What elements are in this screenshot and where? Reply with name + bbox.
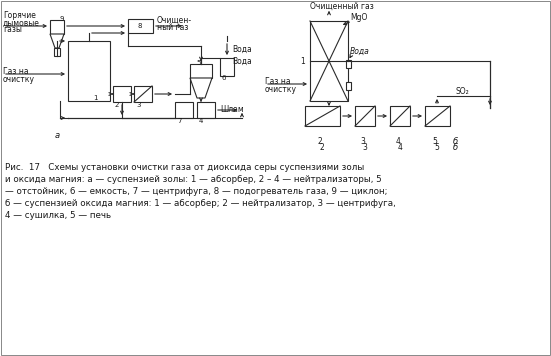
Text: 3: 3 [136,102,141,108]
Text: SO₂: SO₂ [455,87,469,95]
Text: Вода: Вода [232,57,252,66]
Bar [220,58,234,76]
Text: 7: 7 [177,118,181,124]
Text: 3: 3 [360,136,365,146]
Text: 2: 2 [320,143,325,152]
Polygon shape [190,78,212,98]
Text: а: а [55,131,60,141]
Text: 5: 5 [435,143,440,152]
Polygon shape [50,34,64,48]
Bar [0,156,551,356]
Bar [197,102,215,118]
Bar [68,41,110,101]
Bar [346,82,351,90]
Text: 4 — сушилка, 5 — печь: 4 — сушилка, 5 — печь [5,211,111,220]
Bar [355,106,375,126]
Text: 2: 2 [115,102,120,108]
Bar [390,106,410,126]
Text: 8: 8 [138,23,142,29]
Text: MgO: MgO [350,14,368,22]
Text: Вода: Вода [232,44,252,53]
Text: ный газ: ный газ [157,23,188,32]
Text: Шлам: Шлам [220,105,244,115]
Bar [425,106,450,126]
Text: 1: 1 [300,57,305,66]
Text: Вода: Вода [350,47,370,56]
Text: Газ на: Газ на [265,77,290,85]
Text: 4: 4 [199,118,203,124]
Bar [134,86,152,102]
Text: б: б [453,136,458,146]
Bar [310,21,348,101]
Text: 6: 6 [222,75,226,81]
Bar [346,60,351,68]
Text: Рис.  17   Схемы установки очистки газа от диоксида серы суспензиями золы: Рис. 17 Схемы установки очистки газа от … [5,163,364,173]
Text: дымовые: дымовые [3,19,40,27]
Text: Очищен-: Очищен- [157,16,192,25]
Bar [50,20,64,34]
Text: Горячие: Горячие [3,11,36,21]
Text: и оксида магния: а — суспензией золы: 1 — абсорбер, 2 – 4 — нейтрализаторы, 5: и оксида магния: а — суспензией золы: 1 … [5,176,382,184]
Bar [305,106,340,126]
Text: 9: 9 [59,16,63,22]
Text: 1: 1 [93,95,98,101]
Text: очистку: очистку [265,84,297,94]
Text: Газ на: Газ на [3,67,29,75]
Bar [190,64,212,78]
Bar [128,19,153,33]
Text: б: б [453,143,458,152]
Bar [54,48,60,56]
Bar [175,102,193,118]
Text: Очищенный газ: Очищенный газ [310,1,374,10]
Bar [113,86,131,102]
Text: — отстойник, 6 — емкость, 7 — центрифуга, 8 — подогреватель газа, 9 — циклон;: — отстойник, 6 — емкость, 7 — центрифуга… [5,188,387,197]
Text: б — суспензией оксида магния: 1 — абсорбер; 2 — нейтрализатор, 3 — центрифуга,: б — суспензией оксида магния: 1 — абсорб… [5,199,396,209]
Text: 2: 2 [317,136,322,146]
Text: 4: 4 [396,136,401,146]
Text: 4: 4 [398,143,402,152]
Text: 5: 5 [196,60,201,66]
Text: 5: 5 [433,136,437,146]
Text: очистку: очистку [3,74,35,84]
Text: газы: газы [3,26,22,35]
Text: 3: 3 [363,143,368,152]
